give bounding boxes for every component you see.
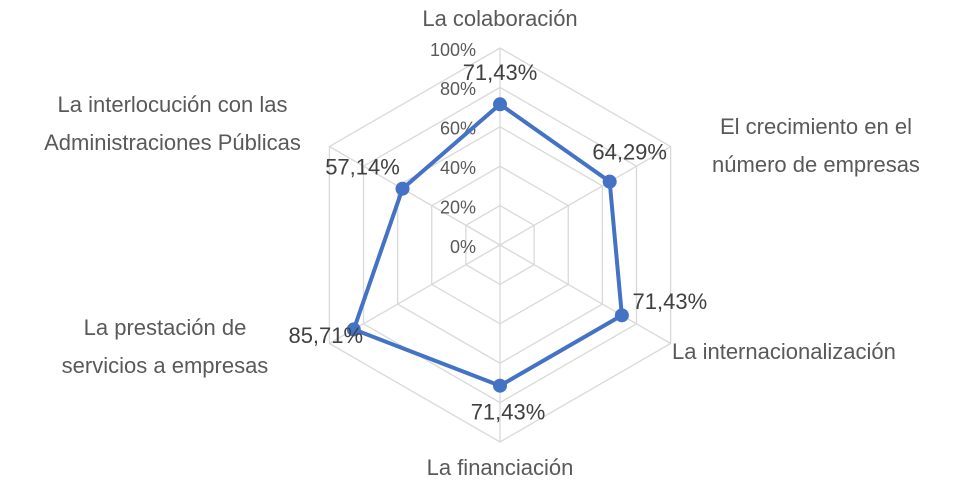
data-label: 71,43% — [463, 60, 538, 85]
r-tick-label: 0% — [450, 237, 476, 257]
category-label: La financiación — [426, 455, 574, 480]
category-label: La prestación de servicios a empresas — [61, 315, 269, 378]
data-label: 85,71% — [288, 323, 363, 348]
r-tick-label: 100% — [430, 40, 476, 60]
data-point — [493, 97, 507, 112]
r-tick-label: 80% — [440, 79, 476, 99]
data-point — [346, 322, 361, 337]
category-label: La colaboración — [422, 6, 578, 31]
data-point — [614, 308, 629, 323]
r-tick-label: 40% — [440, 158, 476, 178]
r-tick-label: 20% — [440, 197, 476, 217]
data-label: 71,43% — [633, 289, 708, 314]
category-label: El crecimiento en el número de empresas — [712, 114, 920, 177]
axis-spoke — [499, 145, 671, 246]
series-line — [351, 102, 624, 388]
data-label: 57,14% — [325, 155, 400, 180]
axis-spoke — [329, 145, 501, 246]
axis-spoke — [499, 244, 671, 345]
data-point — [493, 378, 507, 393]
data-point — [602, 174, 617, 189]
category-label: La internacionalización — [672, 339, 896, 364]
category-label: La interlocución con las Administracione… — [44, 92, 301, 155]
data-point — [395, 181, 410, 196]
data-label: 64,29% — [592, 139, 667, 164]
data-label: 71,43% — [471, 400, 546, 425]
